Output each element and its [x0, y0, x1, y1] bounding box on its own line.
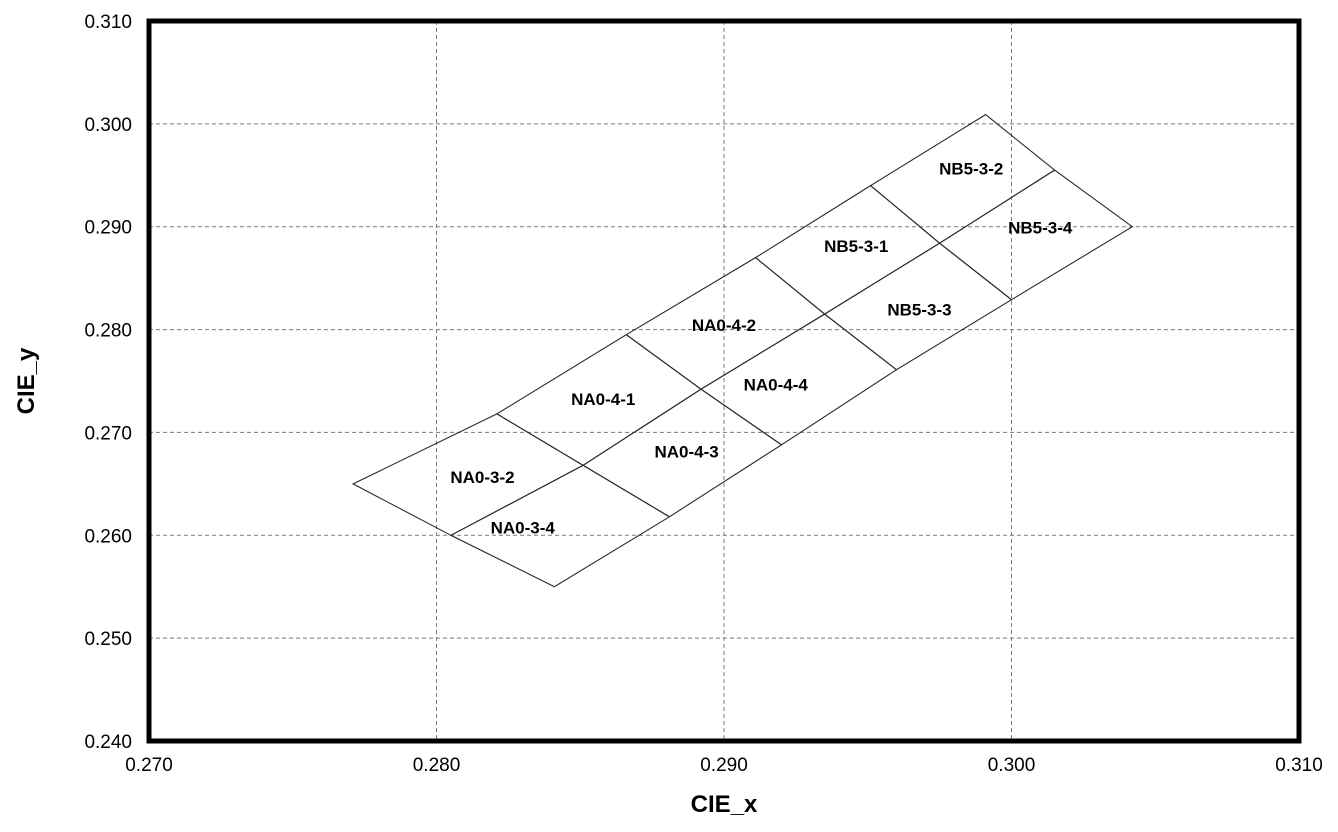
bin-label-na0-4-3: NA0-4-3 [655, 442, 719, 461]
y-tick-label-6: 0.300 [84, 115, 132, 136]
y-axis-title: CIE_y [13, 347, 40, 414]
x-tick-labels: 0.270 0.280 0.290 0.300 0.310 [125, 755, 1323, 776]
y-tick-label-4: 0.280 [84, 321, 132, 342]
plot-frame [146, 18, 1302, 744]
y-tick-label-2: 0.260 [84, 526, 132, 547]
bin-label-na0-3-2: NA0-3-2 [450, 468, 514, 487]
y-tick-label-7: 0.310 [84, 12, 132, 33]
y-tick-label-5: 0.290 [84, 218, 132, 239]
bin-label-nb5-3-4: NB5-3-4 [1008, 218, 1073, 237]
y-tick-label-0: 0.240 [84, 732, 132, 753]
bin-polygon-nb5-3-4 [938, 169, 1134, 301]
x-tick-label-4: 0.310 [1275, 755, 1323, 776]
y-tick-label-3: 0.270 [84, 423, 132, 444]
grid-lines [149, 21, 1299, 741]
bin-label-nb5-3-3: NB5-3-3 [887, 301, 951, 320]
x-tick-label-0: 0.270 [125, 755, 173, 776]
bin-label-nb5-3-2: NB5-3-2 [939, 160, 1003, 179]
bin-label-na0-4-2: NA0-4-2 [692, 316, 756, 335]
x-axis-title: CIE_x [691, 791, 758, 818]
bin-label-na0-4-1: NA0-4-1 [571, 390, 635, 409]
x-tick-label-1: 0.280 [413, 755, 461, 776]
bin-label-na0-4-4: NA0-4-4 [744, 376, 809, 395]
y-tick-label-1: 0.250 [84, 629, 132, 650]
y-tick-labels: 0.240 0.250 0.260 0.270 0.280 0.290 0.300 0.310 [84, 12, 132, 753]
x-tick-label-3: 0.300 [988, 755, 1036, 776]
x-tick-label-2: 0.290 [700, 755, 748, 776]
bin-polygons [351, 113, 1134, 588]
bin-labels: NA0-3-2 NA0-3-4 NA0-4-1 NA0-4-3 NA0-4-2 NA0-4… [450, 160, 1073, 538]
bin-label-na0-3-4: NA0-3-4 [491, 519, 556, 538]
bin-label-nb5-3-1: NB5-3-1 [824, 237, 888, 256]
